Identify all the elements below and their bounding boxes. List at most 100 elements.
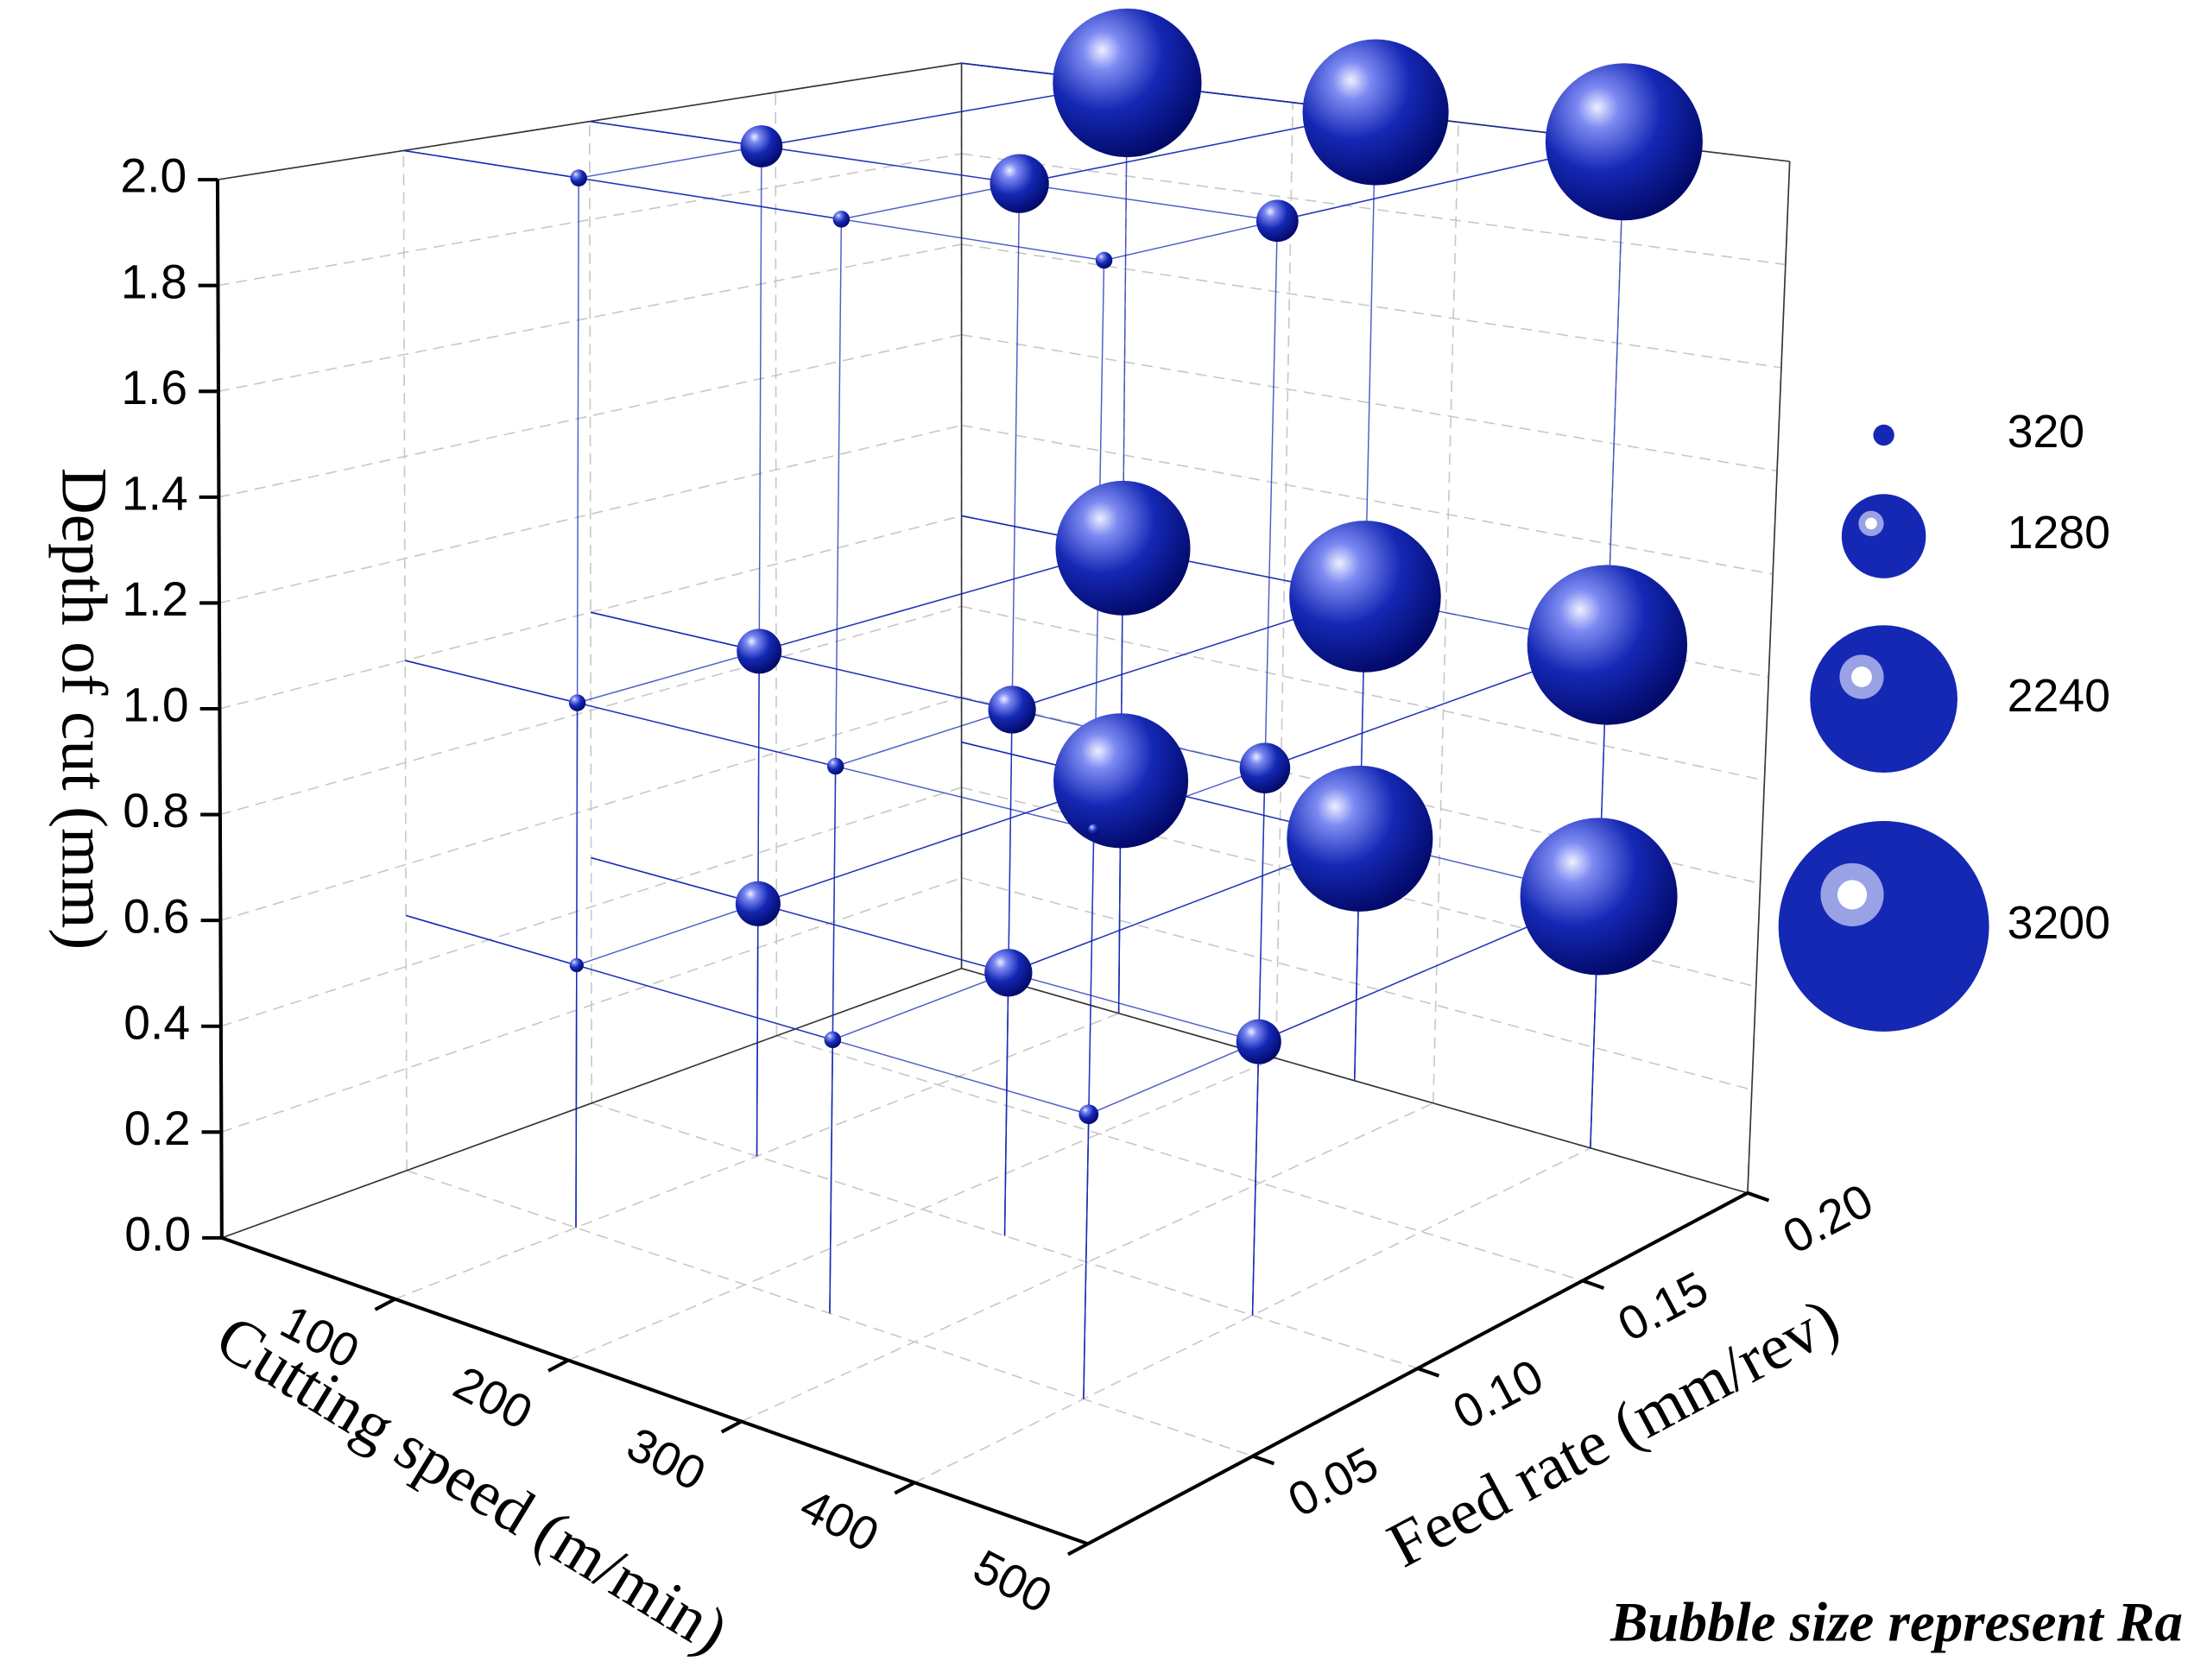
bubble <box>1255 199 1299 243</box>
bubble <box>737 628 782 674</box>
bubble <box>1527 565 1688 725</box>
bubble <box>1053 713 1189 849</box>
legend-highlight <box>1837 880 1868 910</box>
legend-label: 2240 <box>2008 670 2110 722</box>
annotation: Bubble size represent Ra <box>1610 1592 2183 1654</box>
grid-line <box>218 243 962 393</box>
bubble <box>1078 1104 1099 1125</box>
grid-line <box>218 153 962 287</box>
guide-line <box>591 856 1259 1043</box>
bubble <box>1287 765 1433 912</box>
grid-line <box>219 605 962 816</box>
legend-highlight <box>1865 517 1877 530</box>
z-tick-label: 0.4 <box>123 995 190 1049</box>
box-edge <box>221 967 962 1239</box>
z-tick-label: 0.2 <box>124 1102 191 1155</box>
bubble <box>1545 63 1703 221</box>
bubble <box>826 757 844 775</box>
grid-line <box>776 1034 1584 1282</box>
guide-line <box>403 149 1104 262</box>
bubble <box>1520 818 1678 976</box>
bubble <box>1053 8 1202 158</box>
z-tick-label: 1.4 <box>122 466 188 520</box>
y-tick-label: 0.10 <box>1445 1348 1552 1439</box>
x-tick <box>547 1358 570 1373</box>
y-tick-label: 0.20 <box>1774 1173 1882 1264</box>
bubble <box>568 694 586 711</box>
x-tick <box>374 1297 396 1311</box>
grid-line <box>220 696 962 921</box>
guide-line <box>576 780 1122 966</box>
z-tick-label: 2.0 <box>120 149 187 203</box>
bubble <box>990 154 1049 213</box>
bubble <box>824 1031 842 1049</box>
x-tick-label: 500 <box>965 1539 1060 1624</box>
x-tick-label: 400 <box>792 1478 887 1563</box>
bubble <box>735 881 781 926</box>
bubble <box>569 957 584 973</box>
x-axis <box>221 1235 1089 1546</box>
z-tick-label: 1.6 <box>121 361 187 414</box>
grid-line <box>961 333 1778 472</box>
legend-bubble <box>1810 625 1957 773</box>
y-tick-label: 0.05 <box>1280 1437 1387 1527</box>
z-tick-label: 0.0 <box>124 1207 191 1260</box>
bubble <box>1055 480 1191 616</box>
guide-line <box>577 547 1123 704</box>
box-edge <box>1747 161 1791 1193</box>
y-tick <box>1417 1367 1440 1378</box>
legend-bubble <box>1778 821 1989 1032</box>
legend-label: 320 <box>2008 406 2084 458</box>
grid-line <box>591 1102 1419 1369</box>
legend-label: 3200 <box>2008 897 2110 949</box>
guide-line <box>1104 141 1625 262</box>
z-tick-label: 1.0 <box>123 679 189 732</box>
x-tick <box>1066 1542 1089 1557</box>
x-tick-label: 200 <box>446 1355 541 1440</box>
x-tick <box>894 1481 916 1495</box>
grid-line <box>220 786 962 1027</box>
guide-line <box>405 660 1094 831</box>
legend-bubble <box>1841 494 1926 578</box>
guide-line <box>835 596 1366 767</box>
guide-line <box>841 111 1376 220</box>
bubble <box>570 169 587 186</box>
z-tick-label: 0.6 <box>123 890 190 944</box>
bubble <box>1289 521 1441 673</box>
guide-line <box>579 82 1128 179</box>
bubble <box>984 949 1033 997</box>
guide-line <box>589 120 1278 222</box>
guide-line <box>405 914 1090 1115</box>
bubble <box>1236 1019 1281 1064</box>
grid-line <box>775 92 778 1036</box>
bubble <box>1239 742 1291 793</box>
legend-bubble <box>1873 424 1894 446</box>
legend-highlight <box>1851 666 1872 687</box>
bubble <box>1302 39 1449 186</box>
z-tick-label: 1.8 <box>121 255 187 308</box>
bubble <box>740 125 783 167</box>
grid-line <box>961 153 1786 266</box>
y-tick-label: 0.15 <box>1610 1261 1717 1352</box>
z-tick-label: 0.8 <box>123 784 189 837</box>
y-axis-title: Feed rate (mm/rev) <box>1376 1285 1850 1582</box>
bubble <box>1088 824 1100 836</box>
grid-line <box>402 150 408 1171</box>
legend-label: 1280 <box>2008 507 2110 559</box>
y-tick <box>1252 1454 1275 1466</box>
bubble <box>988 685 1036 734</box>
x-tick-label: 300 <box>619 1417 714 1501</box>
x-tick <box>720 1419 743 1434</box>
z-axis-title: Depth of cut (mm) <box>47 468 119 951</box>
z-tick-label: 1.2 <box>122 572 188 626</box>
guide-line <box>832 837 1361 1041</box>
guide-line <box>1088 895 1599 1115</box>
grid-line <box>221 877 962 1134</box>
bubble <box>1095 251 1113 269</box>
y-tick <box>1582 1279 1605 1291</box>
bubble <box>832 211 851 228</box>
y-tick <box>1747 1191 1770 1203</box>
y-axis <box>1086 1191 1749 1546</box>
